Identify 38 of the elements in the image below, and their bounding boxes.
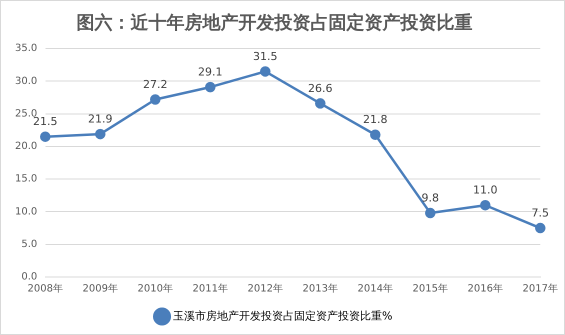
data-label: 21.8 [363,113,388,126]
point [315,98,326,109]
y-tick-label: 15.0 [15,174,38,185]
x-tick-label: 2014年 [358,282,393,295]
x-tick-label: 2008年 [28,282,63,295]
data-label: 21.9 [88,112,113,126]
x-tick-label: 2010年 [138,282,173,295]
data-label: 29.1 [198,65,223,78]
point [370,129,381,140]
y-tick-label: 35.0 [15,43,38,54]
point [535,222,546,234]
y-tick-label: 10.0 [15,206,38,218]
point [40,131,51,142]
point [205,82,216,92]
y-tick-label: 20.0 [15,141,38,152]
legend-label: 玉溪市房地产开发投资占固定资产投资比重% [173,309,392,322]
point [480,200,491,210]
data-label: 9.8 [422,191,440,204]
data-label: 27.2 [143,78,168,91]
chart-title: 图六：近十年房地产开发投资占固定资产投资比重 [76,12,472,34]
x-tick-label: 2013年 [302,282,338,295]
x-tick-label: 2017年 [522,282,558,295]
x-tick-label: 2016年 [468,282,503,295]
x-tick-label: 2012年 [248,282,283,295]
y-tick-label: 0.0 [21,272,38,283]
x-tick-label: 2015年 [412,282,448,295]
point [260,66,271,77]
y-tick-label: 30.0 [15,76,38,87]
y-tick-label: 5.0 [21,238,38,250]
point [150,94,161,105]
x-tick-label: 2011年 [192,282,228,295]
data-label: 31.5 [253,50,278,63]
x-tick-label: 2009年 [82,282,118,295]
point [95,128,106,140]
data-label: 26.6 [308,82,333,95]
data-label: 7.5 [532,206,550,220]
point [425,208,436,218]
data-label: 11.0 [473,184,498,197]
